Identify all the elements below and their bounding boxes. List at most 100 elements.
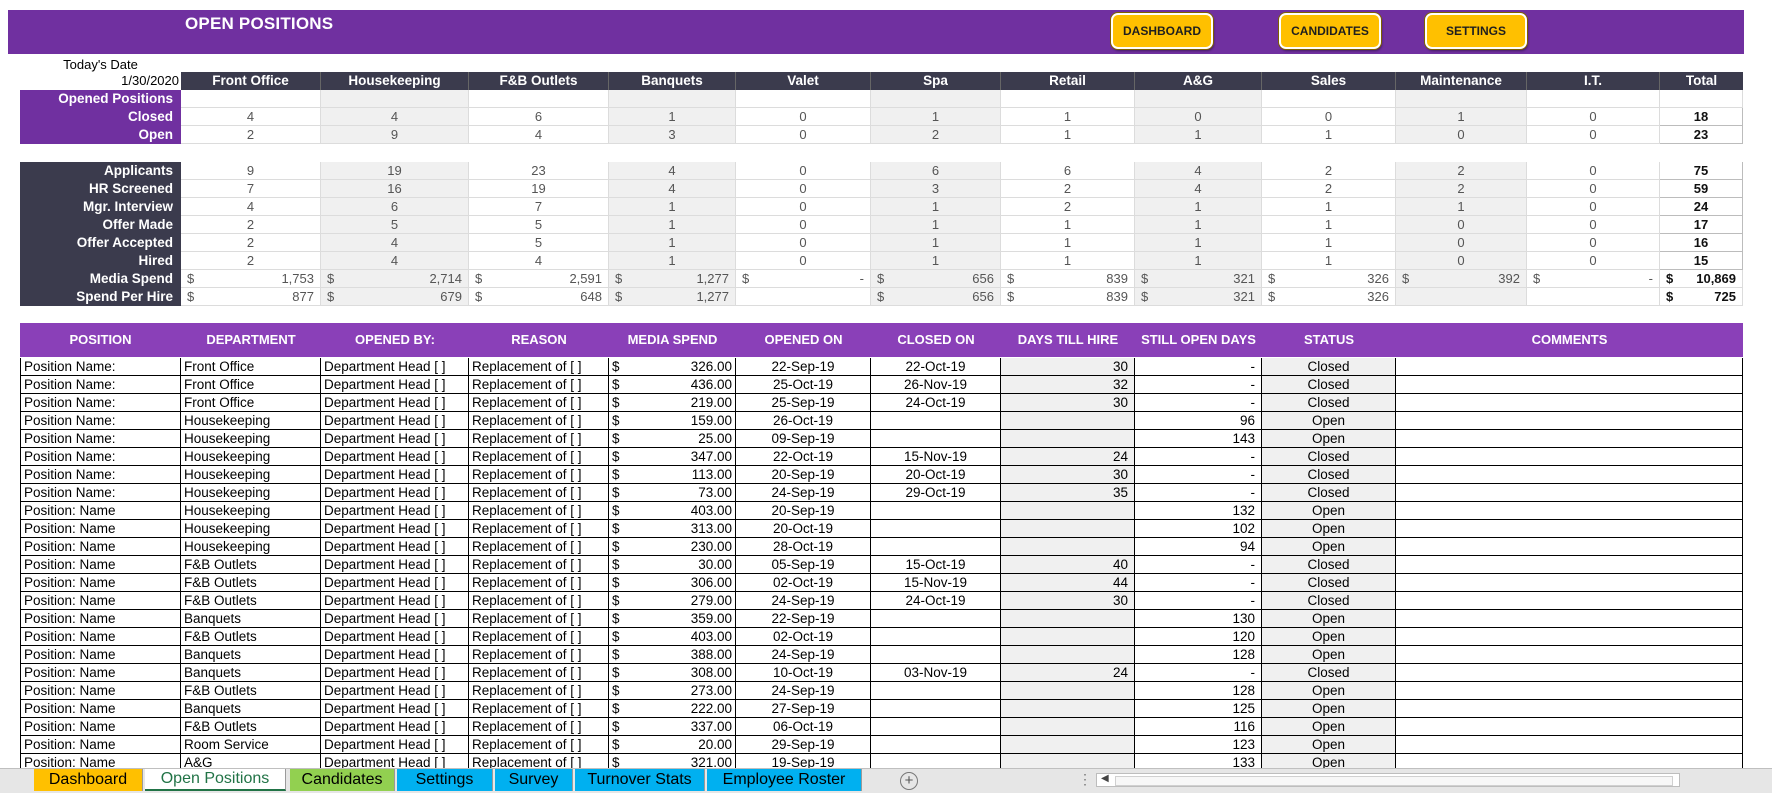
stat-value[interactable]: 9	[321, 126, 469, 144]
money-cell[interactable]: $1,753	[181, 270, 321, 288]
table-cell-position[interactable]: Position: Name	[20, 664, 181, 682]
table-cell-still-open-days[interactable]: 123	[1135, 736, 1262, 754]
stat-value[interactable]: 2	[181, 252, 321, 270]
table-cell-opened-by[interactable]: Department Head [ ]	[321, 430, 469, 448]
total-money-cell[interactable]: $725	[1660, 288, 1743, 306]
table-cell-still-open-days[interactable]: -	[1135, 358, 1262, 376]
table-cell-position[interactable]: Position Name:	[20, 484, 181, 502]
stat-value[interactable]: 4	[1135, 180, 1262, 198]
table-cell-spend[interactable]: $403.00	[609, 628, 736, 646]
table-cell-days-till-hire[interactable]	[1001, 430, 1135, 448]
stat-value[interactable]: 2	[1262, 162, 1396, 180]
stat-value[interactable]: 7	[181, 180, 321, 198]
money-cell[interactable]: $ -	[1527, 270, 1660, 288]
table-cell-days-till-hire[interactable]	[1001, 700, 1135, 718]
table-cell-reason[interactable]: Replacement of [ ]	[469, 358, 609, 376]
stat-value[interactable]: 0	[1396, 126, 1527, 144]
stat-value[interactable]: 2	[1262, 180, 1396, 198]
table-cell-still-open-days[interactable]: -	[1135, 448, 1262, 466]
table-cell-days-till-hire[interactable]	[1001, 736, 1135, 754]
table-cell-still-open-days[interactable]: 133	[1135, 754, 1262, 768]
table-cell-days-till-hire[interactable]	[1001, 646, 1135, 664]
table-cell-still-open-days[interactable]: -	[1135, 394, 1262, 412]
table-cell-reason[interactable]: Replacement of [ ]	[469, 574, 609, 592]
table-cell-department[interactable]: Housekeeping	[181, 412, 321, 430]
table-cell-status[interactable]: Closed	[1262, 376, 1396, 394]
table-cell-days-till-hire[interactable]	[1001, 754, 1135, 768]
table-cell-days-till-hire[interactable]	[1001, 628, 1135, 646]
table-cell-reason[interactable]: Replacement of [ ]	[469, 610, 609, 628]
total-value[interactable]: 23	[1660, 126, 1743, 144]
table-cell-still-open-days[interactable]: -	[1135, 556, 1262, 574]
stat-value[interactable]: 2	[181, 126, 321, 144]
table-cell-still-open-days[interactable]: 128	[1135, 646, 1262, 664]
table-cell-status[interactable]: Closed	[1262, 592, 1396, 610]
table-cell-opened-on[interactable]: 24-Sep-19	[736, 484, 871, 502]
table-cell-opened-on[interactable]: 22-Sep-19	[736, 610, 871, 628]
table-cell-spend[interactable]: $347.00	[609, 448, 736, 466]
money-cell[interactable]: $1,277	[609, 270, 736, 288]
table-cell-spend[interactable]: $388.00	[609, 646, 736, 664]
money-cell[interactable]	[1527, 288, 1660, 306]
table-cell-opened-on[interactable]: 20-Sep-19	[736, 502, 871, 520]
table-cell-status[interactable]: Closed	[1262, 664, 1396, 682]
total-money-cell[interactable]: $10,869	[1660, 270, 1743, 288]
sheet-tab-dashboard[interactable]: Dashboard	[34, 769, 143, 791]
table-cell-closed-on[interactable]	[871, 502, 1001, 520]
table-cell-days-till-hire[interactable]	[1001, 682, 1135, 700]
table-cell-spend[interactable]: $30.00	[609, 556, 736, 574]
table-cell-opened-by[interactable]: Department Head [ ]	[321, 376, 469, 394]
table-cell-position[interactable]: Position: Name	[20, 628, 181, 646]
table-cell-comments[interactable]	[1396, 412, 1743, 430]
stat-value[interactable]: 0	[736, 180, 871, 198]
table-cell-closed-on[interactable]	[871, 520, 1001, 538]
table-cell-still-open-days[interactable]: 143	[1135, 430, 1262, 448]
vertical-dots-icon[interactable]: ⋮	[1078, 771, 1092, 787]
table-cell-days-till-hire[interactable]	[1001, 610, 1135, 628]
table-cell-opened-by[interactable]: Department Head [ ]	[321, 736, 469, 754]
stat-value[interactable]: 0	[1527, 198, 1660, 216]
table-cell-reason[interactable]: Replacement of [ ]	[469, 466, 609, 484]
table-cell-opened-on[interactable]: 29-Sep-19	[736, 736, 871, 754]
table-cell-spend[interactable]: $273.00	[609, 682, 736, 700]
sheet-tab-open-positions[interactable]: Open Positions	[145, 769, 286, 791]
table-cell-status[interactable]: Open	[1262, 736, 1396, 754]
table-cell-status[interactable]: Open	[1262, 538, 1396, 556]
table-cell-department[interactable]: Housekeeping	[181, 484, 321, 502]
table-cell-closed-on[interactable]	[871, 736, 1001, 754]
table-cell-opened-by[interactable]: Department Head [ ]	[321, 538, 469, 556]
money-cell[interactable]: $648	[469, 288, 609, 306]
table-cell-status[interactable]: Open	[1262, 412, 1396, 430]
table-cell-comments[interactable]	[1396, 358, 1743, 376]
summary-cell[interactable]	[1001, 90, 1135, 108]
money-cell[interactable]: $2,591	[469, 270, 609, 288]
todays-date-value[interactable]: 1/30/2020	[121, 73, 179, 88]
table-cell-comments[interactable]	[1396, 628, 1743, 646]
table-cell-spend[interactable]: $219.00	[609, 394, 736, 412]
summary-cell[interactable]	[871, 90, 1001, 108]
stat-value[interactable]: 0	[736, 252, 871, 270]
table-cell-department[interactable]: Room Service	[181, 736, 321, 754]
table-cell-position[interactable]: Position: Name	[20, 646, 181, 664]
table-cell-department[interactable]: Banquets	[181, 664, 321, 682]
stat-value[interactable]: 1	[871, 216, 1001, 234]
table-cell-reason[interactable]: Replacement of [ ]	[469, 484, 609, 502]
money-cell[interactable]	[1396, 288, 1527, 306]
table-cell-department[interactable]: Banquets	[181, 646, 321, 664]
stat-value[interactable]: 1	[1135, 252, 1262, 270]
table-cell-status[interactable]: Open	[1262, 754, 1396, 768]
stat-value[interactable]: 4	[321, 252, 469, 270]
stat-value[interactable]: 1	[1262, 198, 1396, 216]
table-cell-status[interactable]: Open	[1262, 646, 1396, 664]
table-cell-comments[interactable]	[1396, 556, 1743, 574]
table-cell-position[interactable]: Position: Name	[20, 700, 181, 718]
table-cell-still-open-days[interactable]: 128	[1135, 682, 1262, 700]
table-cell-days-till-hire[interactable]	[1001, 412, 1135, 430]
table-cell-spend[interactable]: $308.00	[609, 664, 736, 682]
table-cell-days-till-hire[interactable]: 24	[1001, 664, 1135, 682]
table-cell-department[interactable]: Housekeeping	[181, 466, 321, 484]
stat-value[interactable]: 1	[1001, 126, 1135, 144]
table-cell-still-open-days[interactable]: 132	[1135, 502, 1262, 520]
stat-value[interactable]: 1	[1135, 126, 1262, 144]
summary-cell[interactable]	[469, 90, 609, 108]
